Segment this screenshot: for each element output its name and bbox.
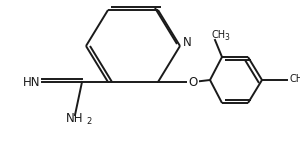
Text: N: N xyxy=(183,35,192,49)
Text: NH: NH xyxy=(66,112,84,125)
Text: HN: HN xyxy=(23,75,41,88)
Text: 3: 3 xyxy=(224,33,229,42)
Text: O: O xyxy=(188,75,198,88)
Text: CH: CH xyxy=(290,74,300,84)
Text: 2: 2 xyxy=(86,116,91,125)
Text: CH: CH xyxy=(212,30,226,40)
